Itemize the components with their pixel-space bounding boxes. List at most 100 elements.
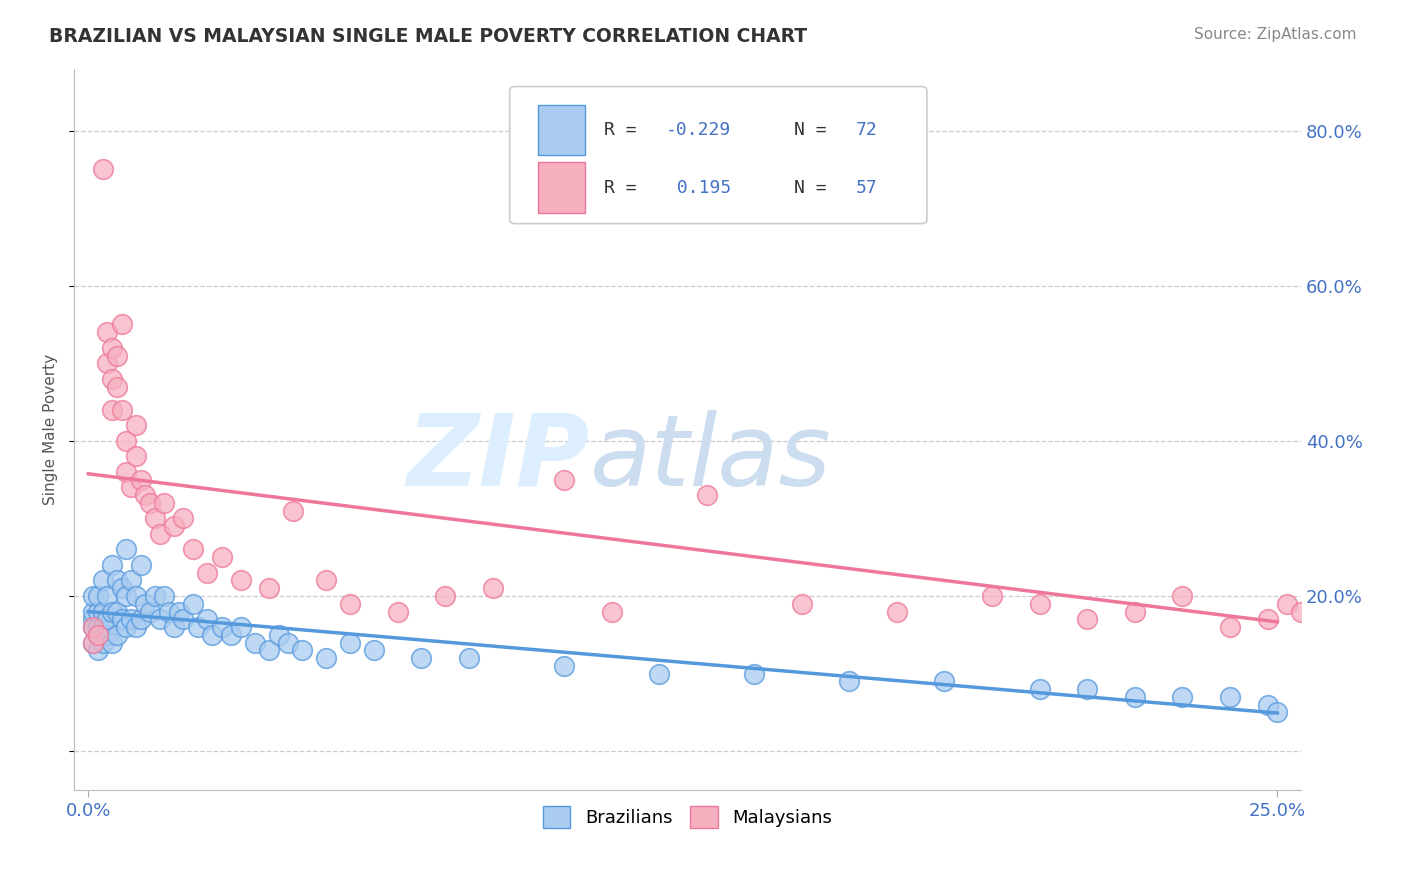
Text: N =: N = — [794, 178, 838, 196]
Point — [91, 574, 114, 588]
Point — [1313, 635, 1336, 649]
Point — [1028, 682, 1050, 697]
Point — [87, 628, 110, 642]
Point — [96, 628, 118, 642]
Point — [1323, 605, 1346, 619]
Point — [82, 635, 104, 649]
Point — [120, 574, 142, 588]
Point — [181, 597, 204, 611]
Point — [105, 379, 128, 393]
FancyBboxPatch shape — [510, 87, 927, 224]
Point — [115, 542, 138, 557]
Point — [82, 635, 104, 649]
Point — [1289, 605, 1312, 619]
Point — [157, 605, 180, 619]
Point — [181, 542, 204, 557]
Point — [1028, 597, 1050, 611]
Point — [257, 581, 280, 595]
Point — [96, 589, 118, 603]
Point — [1171, 589, 1194, 603]
Point — [201, 628, 224, 642]
Point — [91, 620, 114, 634]
Point — [1123, 605, 1146, 619]
Point — [411, 651, 433, 665]
Point — [111, 581, 134, 595]
Point — [790, 597, 813, 611]
Point — [115, 589, 138, 603]
Point — [101, 402, 124, 417]
Point — [143, 589, 166, 603]
Point — [129, 612, 152, 626]
Point — [125, 620, 148, 634]
Point — [187, 620, 209, 634]
Point — [120, 612, 142, 626]
Point — [172, 612, 194, 626]
Point — [387, 605, 409, 619]
Point — [1267, 706, 1289, 720]
Point — [315, 574, 337, 588]
Point — [87, 628, 110, 642]
Point — [434, 589, 457, 603]
Point — [153, 496, 176, 510]
Point — [163, 519, 186, 533]
Point — [87, 605, 110, 619]
Point — [134, 597, 156, 611]
Point — [82, 620, 104, 634]
Point — [82, 605, 104, 619]
Point — [838, 674, 860, 689]
Point — [195, 612, 218, 626]
Text: 0.195: 0.195 — [665, 178, 731, 196]
Point — [1123, 690, 1146, 704]
Point — [125, 589, 148, 603]
Text: BRAZILIAN VS MALAYSIAN SINGLE MALE POVERTY CORRELATION CHART: BRAZILIAN VS MALAYSIAN SINGLE MALE POVER… — [49, 27, 807, 45]
Point — [82, 620, 104, 634]
Point — [363, 643, 385, 657]
Point — [91, 162, 114, 177]
Point — [149, 527, 172, 541]
Point — [91, 635, 114, 649]
Point — [120, 480, 142, 494]
Point — [315, 651, 337, 665]
Point — [229, 620, 252, 634]
Point — [229, 574, 252, 588]
Point — [553, 473, 575, 487]
Legend: Brazilians, Malaysians: Brazilians, Malaysians — [536, 798, 839, 835]
Point — [457, 651, 479, 665]
Point — [1361, 480, 1384, 494]
Point — [1257, 612, 1279, 626]
Point — [1076, 612, 1098, 626]
Point — [243, 635, 266, 649]
Point — [1219, 690, 1241, 704]
Point — [87, 643, 110, 657]
Point — [281, 503, 304, 517]
Point — [742, 666, 765, 681]
Point — [96, 325, 118, 339]
Point — [129, 473, 152, 487]
Point — [1171, 690, 1194, 704]
Point — [82, 589, 104, 603]
Point — [125, 418, 148, 433]
Point — [134, 488, 156, 502]
Point — [481, 581, 503, 595]
Point — [1351, 628, 1374, 642]
Point — [96, 612, 118, 626]
Point — [105, 628, 128, 642]
Text: 57: 57 — [856, 178, 877, 196]
Point — [96, 356, 118, 370]
Point — [886, 605, 908, 619]
Point — [1275, 597, 1298, 611]
Point — [1076, 682, 1098, 697]
Point — [211, 550, 233, 565]
Point — [101, 605, 124, 619]
Point — [115, 465, 138, 479]
Point — [105, 574, 128, 588]
Point — [172, 511, 194, 525]
Bar — [538, 162, 585, 213]
Point — [111, 612, 134, 626]
Point — [163, 620, 186, 634]
Point — [139, 496, 162, 510]
Point — [1305, 612, 1327, 626]
Point — [219, 628, 242, 642]
Point — [981, 589, 1004, 603]
Point — [139, 605, 162, 619]
